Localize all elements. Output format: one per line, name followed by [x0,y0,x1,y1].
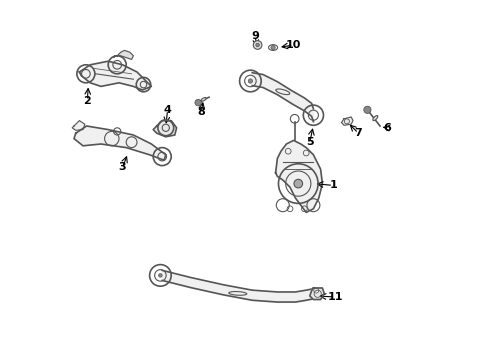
Circle shape [294,179,303,188]
Text: 8: 8 [197,107,205,117]
Circle shape [256,43,259,47]
Text: 1: 1 [329,180,337,190]
Text: 10: 10 [286,40,301,50]
Polygon shape [310,288,324,300]
Circle shape [271,45,275,50]
Polygon shape [153,121,176,137]
Text: 7: 7 [355,128,362,138]
Polygon shape [74,126,166,160]
Polygon shape [79,61,151,90]
Circle shape [195,99,201,106]
Text: 3: 3 [119,162,126,172]
Text: 4: 4 [164,105,171,115]
Text: 5: 5 [306,137,314,147]
Circle shape [253,41,262,49]
Polygon shape [114,50,133,59]
Text: 11: 11 [327,292,343,302]
Text: 2: 2 [83,96,91,106]
Polygon shape [72,121,85,130]
Text: 9: 9 [251,31,259,41]
Ellipse shape [373,116,378,121]
Polygon shape [275,140,322,212]
Circle shape [159,274,162,277]
Ellipse shape [201,98,206,101]
Circle shape [248,79,252,83]
Circle shape [364,106,371,113]
Text: 6: 6 [383,123,391,133]
Polygon shape [342,117,353,125]
